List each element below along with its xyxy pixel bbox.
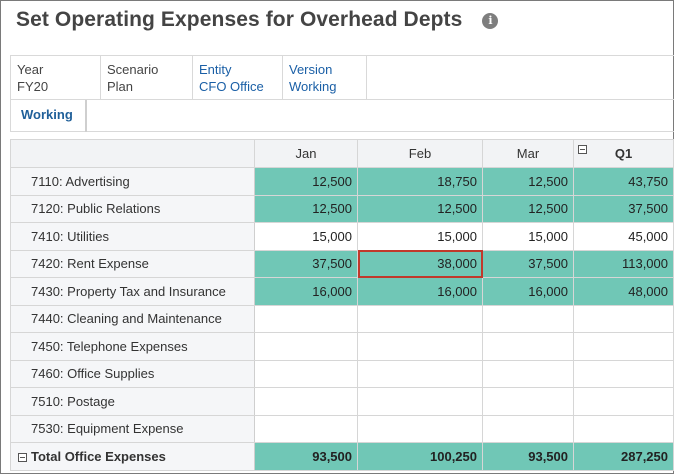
grid-cell-mar[interactable]: 12,500 xyxy=(482,167,574,196)
pov-year-value: FY20 xyxy=(17,79,49,94)
table-row: 7530: Equipment Expense xyxy=(10,414,674,443)
row-header: 7450: Telephone Expenses xyxy=(10,332,255,361)
table-row: 7420: Rent Expense 37,500 38,000 37,500 113,… xyxy=(10,249,674,278)
pov-year-label: Year xyxy=(17,62,44,77)
page-title: Set Operating Expenses for Overhead Dept… xyxy=(16,8,463,31)
total-cell-q1: 287,250 xyxy=(573,442,674,471)
row-header: 7120: Public Relations xyxy=(10,194,255,223)
grid-cell-feb[interactable] xyxy=(357,332,483,361)
grid-cell-jan[interactable]: 15,000 xyxy=(254,222,358,251)
grid-cell-feb[interactable]: 38,000 xyxy=(357,249,483,278)
pov-entity-value: CFO Office xyxy=(199,79,264,94)
grid-cell-jan[interactable] xyxy=(254,414,358,443)
row-header: 7420: Rent Expense xyxy=(10,249,255,278)
total-cell-mar: 93,500 xyxy=(482,442,574,471)
table-row: 7440: Cleaning and Maintenance xyxy=(10,304,674,333)
grid-cell-mar[interactable]: 12,500 xyxy=(482,194,574,223)
row-header: 7440: Cleaning and Maintenance xyxy=(10,304,255,333)
row-header: 7510: Postage xyxy=(10,387,255,416)
total-row: Total Office Expenses 93,500 100,250 93,500… xyxy=(10,442,674,471)
grid-cell-q1[interactable]: 43,750 xyxy=(573,167,674,196)
grid-cell-q1[interactable]: 48,000 xyxy=(573,277,674,306)
column-header-q1-label: Q1 xyxy=(614,146,633,161)
grid-cell-mar[interactable] xyxy=(482,332,574,361)
total-row-header: Total Office Expenses xyxy=(10,442,255,471)
total-row-label: Total Office Expenses xyxy=(31,448,166,464)
grid-cell-q1[interactable] xyxy=(573,387,674,416)
grid-cell-q1[interactable]: 37,500 xyxy=(573,194,674,223)
pov-entity-selector[interactable]: Entity CFO Office xyxy=(193,56,283,99)
table-row: 7460: Office Supplies xyxy=(10,359,674,388)
grid-cell-jan[interactable] xyxy=(254,387,358,416)
grid-cell-q1[interactable] xyxy=(573,359,674,388)
grid-corner xyxy=(10,139,255,168)
grid-cell-q1[interactable] xyxy=(573,304,674,333)
grid-cell-feb[interactable]: 15,000 xyxy=(357,222,483,251)
header-row: Jan Feb Mar Q1 xyxy=(10,139,674,168)
grid-cell-jan[interactable] xyxy=(254,304,358,333)
table-row: 7120: Public Relations 12,500 12,500 12,500… xyxy=(10,194,674,223)
pov-version-label: Version xyxy=(289,62,333,77)
column-header-jan: Jan xyxy=(254,139,358,168)
pov-bar: Year FY20 Scenario Plan Entity CFO Offic… xyxy=(10,55,674,100)
grid-cell-q1[interactable] xyxy=(573,414,674,443)
table-row: 7430: Property Tax and Insurance 16,000 16… xyxy=(10,277,674,306)
info-icon[interactable]: i xyxy=(482,13,499,29)
row-header: 7410: Utilities xyxy=(10,222,255,251)
pov-scenario: Scenario Plan xyxy=(101,56,193,99)
grid-cell-mar[interactable] xyxy=(482,414,574,443)
row-header: 7110: Advertising xyxy=(10,167,255,196)
grid-cell-feb[interactable] xyxy=(357,359,483,388)
grid-cell-jan[interactable]: 12,500 xyxy=(254,194,358,223)
pov-version-value: Working xyxy=(289,79,337,94)
grid-cell-mar[interactable] xyxy=(482,359,574,388)
grid-cell-mar[interactable]: 16,000 xyxy=(482,277,574,306)
collapse-total-icon[interactable] xyxy=(18,452,27,462)
grid-cell-jan[interactable]: 37,500 xyxy=(254,249,358,278)
grid-cell-q1[interactable]: 113,000 xyxy=(573,249,674,278)
row-header: 7430: Property Tax and Insurance xyxy=(10,277,255,306)
pov-scenario-value: Plan xyxy=(107,79,134,94)
grid-cell-jan[interactable]: 16,000 xyxy=(254,277,358,306)
collapse-q1-icon[interactable] xyxy=(578,145,587,154)
grid-cell-jan[interactable] xyxy=(254,359,358,388)
table-row: 7110: Advertising 12,500 18,750 12,500 43,75… xyxy=(10,167,674,196)
tab-bar: Working xyxy=(10,100,674,132)
pov-scenario-label: Scenario xyxy=(107,62,159,77)
pov-version-selector[interactable]: Version Working xyxy=(283,56,367,99)
grid-cell-mar[interactable]: 37,500 xyxy=(482,249,574,278)
grid-cell-q1[interactable] xyxy=(573,332,674,361)
table-row: 7410: Utilities 15,000 15,000 15,000 45,000 xyxy=(10,222,674,251)
grid-cell-feb[interactable] xyxy=(357,414,483,443)
total-cell-jan: 93,500 xyxy=(254,442,358,471)
title-bar: Set Operating Expenses for Overhead Dept… xyxy=(16,6,499,34)
column-header-feb: Feb xyxy=(357,139,483,168)
table-row: 7450: Telephone Expenses xyxy=(10,332,674,361)
grid-cell-feb[interactable]: 12,500 xyxy=(357,194,483,223)
column-header-mar: Mar xyxy=(482,139,574,168)
pov-entity-label: Entity xyxy=(199,62,232,77)
tab-working[interactable]: Working xyxy=(11,100,87,132)
grid-cell-jan[interactable] xyxy=(254,332,358,361)
grid-cell-q1[interactable]: 45,000 xyxy=(573,222,674,251)
column-header-q1: Q1 xyxy=(573,139,674,168)
grid-cell-jan[interactable]: 12,500 xyxy=(254,167,358,196)
row-header: 7460: Office Supplies xyxy=(10,359,255,388)
grid-cell-feb[interactable] xyxy=(357,304,483,333)
table-row: 7510: Postage xyxy=(10,387,674,416)
grid-cell-mar[interactable] xyxy=(482,387,574,416)
grid-cell-feb[interactable]: 16,000 xyxy=(357,277,483,306)
grid-cell-mar[interactable] xyxy=(482,304,574,333)
grid-cell-feb[interactable]: 18,750 xyxy=(357,167,483,196)
row-header: 7530: Equipment Expense xyxy=(10,414,255,443)
grid-cell-mar[interactable]: 15,000 xyxy=(482,222,574,251)
grid-cell-feb[interactable] xyxy=(357,387,483,416)
total-cell-feb: 100,250 xyxy=(357,442,483,471)
pov-year: Year FY20 xyxy=(11,56,101,99)
data-grid: Jan Feb Mar Q1 7110: Advertising 12,500 18… xyxy=(10,139,674,471)
